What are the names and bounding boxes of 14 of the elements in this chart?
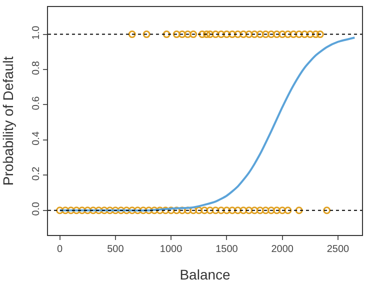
y-tick-label: 0.8 xyxy=(31,60,42,75)
x-tick-label: 0 xyxy=(57,244,64,255)
x-tick-label: 1500 xyxy=(216,244,238,255)
y-tick-label: 0.0 xyxy=(31,201,42,216)
y-tick-label: 1.0 xyxy=(31,25,42,40)
y-axis-title: Probability of Default xyxy=(0,56,16,186)
x-tick-label: 2000 xyxy=(271,244,294,255)
y-tick-label: 0.2 xyxy=(31,166,42,181)
x-tick-label: 1000 xyxy=(160,244,183,255)
y-tick-label: 0.4 xyxy=(31,131,42,146)
x-tick-label: 500 xyxy=(107,244,124,255)
x-axis-title: Balance xyxy=(180,266,231,282)
x-tick-label: 2500 xyxy=(326,244,350,255)
y-tick-label: 0.6 xyxy=(31,96,42,110)
